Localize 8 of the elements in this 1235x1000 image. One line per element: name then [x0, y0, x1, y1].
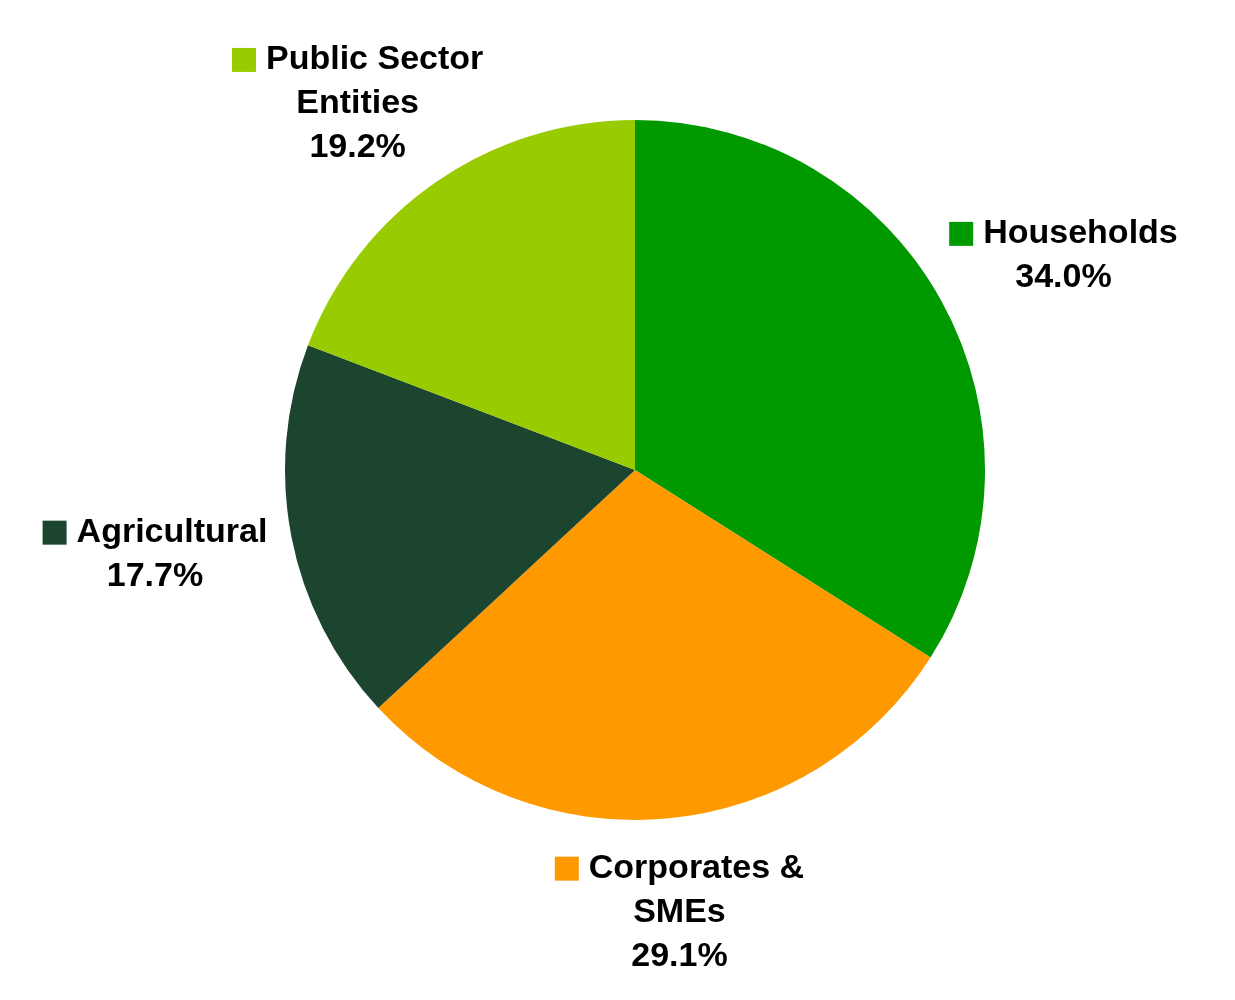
legend-label: Public Sector Entities — [265, 38, 484, 121]
data-label: 19.2% — [309, 126, 406, 165]
legend-label: Corporates & SMEs — [588, 847, 805, 930]
legend-label: Households — [983, 212, 1178, 251]
legend-label: Agricultural — [76, 511, 268, 550]
data-label: 34.0% — [1015, 256, 1112, 295]
data-label: 17.7% — [106, 555, 204, 594]
data-label: 29.1% — [631, 935, 728, 974]
